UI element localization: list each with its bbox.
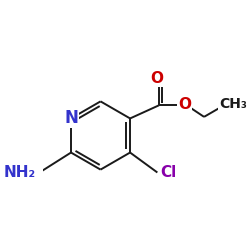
- Text: N: N: [64, 110, 78, 128]
- Text: NH₂: NH₂: [3, 165, 35, 180]
- Text: O: O: [178, 97, 191, 112]
- Text: CH₃: CH₃: [219, 97, 247, 111]
- Text: O: O: [150, 71, 163, 86]
- Text: Cl: Cl: [160, 165, 176, 180]
